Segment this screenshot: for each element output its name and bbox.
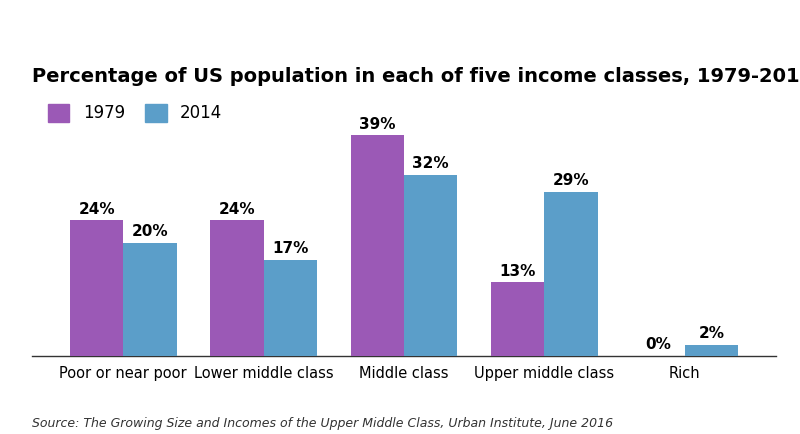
Bar <box>491 282 544 356</box>
Text: 29%: 29% <box>553 173 590 188</box>
Bar <box>685 345 738 356</box>
Text: 24%: 24% <box>78 202 115 217</box>
Bar <box>404 175 458 356</box>
Text: 39%: 39% <box>359 117 395 132</box>
Text: 24%: 24% <box>218 202 255 217</box>
Bar <box>210 220 264 356</box>
Bar <box>123 243 177 356</box>
Bar <box>544 192 598 356</box>
Text: 13%: 13% <box>499 264 536 279</box>
Text: Source: The Growing Size and Incomes of the Upper Middle Class, Urban Institute,: Source: The Growing Size and Incomes of … <box>32 417 613 430</box>
Text: 0%: 0% <box>645 338 671 352</box>
Legend: 1979, 2014: 1979, 2014 <box>48 104 222 122</box>
Text: 2%: 2% <box>698 326 725 341</box>
Bar <box>264 260 317 356</box>
Bar <box>350 135 404 356</box>
Bar <box>70 220 123 356</box>
Text: 17%: 17% <box>272 241 309 256</box>
Text: 32%: 32% <box>412 156 449 171</box>
Text: 20%: 20% <box>132 224 168 239</box>
Text: Percentage of US population in each of five income classes, 1979-2014: Percentage of US population in each of f… <box>32 66 800 85</box>
